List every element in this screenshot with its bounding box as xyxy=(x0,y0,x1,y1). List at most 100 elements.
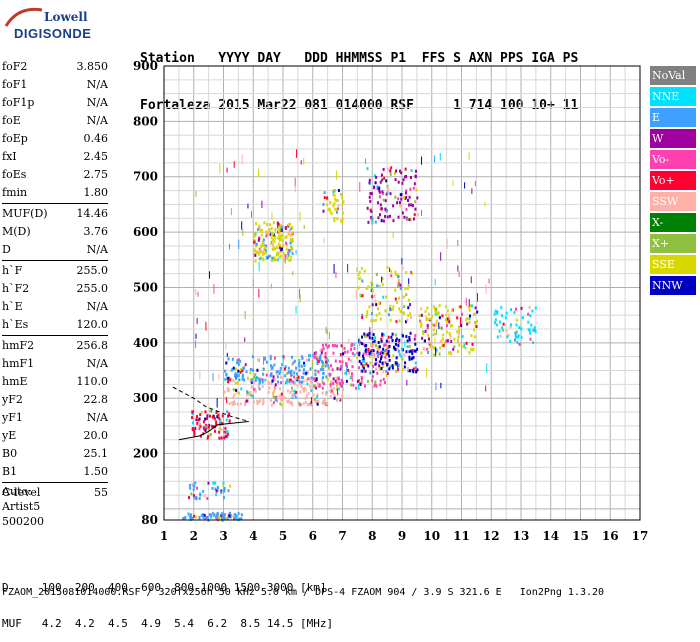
echo-point xyxy=(326,345,329,349)
echo-point xyxy=(432,328,435,332)
echo-point xyxy=(326,203,329,207)
echo-point xyxy=(363,332,366,336)
echo-point xyxy=(333,394,336,398)
echo-point xyxy=(325,375,328,379)
echo-point xyxy=(350,359,353,363)
echo-point xyxy=(407,366,410,370)
echo-point xyxy=(233,402,236,406)
echo-point xyxy=(202,489,205,493)
echo-point xyxy=(395,356,398,360)
echo-point xyxy=(341,203,344,207)
echo-point xyxy=(406,318,409,322)
echo-point xyxy=(279,228,282,232)
echo-point xyxy=(361,316,364,320)
echo-point xyxy=(182,517,185,521)
echo-point xyxy=(389,365,392,369)
echo-point xyxy=(217,485,220,489)
echo-point xyxy=(359,383,362,387)
param-value: 255.0 xyxy=(76,264,109,277)
echo-point xyxy=(307,377,310,381)
echo-point xyxy=(378,285,381,289)
y-tick-label: 400 xyxy=(133,336,158,350)
echo-point xyxy=(208,513,211,517)
echo-point xyxy=(516,335,519,339)
echo-point xyxy=(232,379,235,383)
echo-point xyxy=(291,225,294,229)
echo-point xyxy=(371,217,373,225)
echo-point xyxy=(367,364,370,368)
echo-point xyxy=(207,428,210,432)
echo-point xyxy=(407,313,410,317)
echo-point xyxy=(468,314,471,318)
echo-point xyxy=(315,377,318,381)
echo-point xyxy=(403,305,406,309)
echo-point xyxy=(204,425,207,429)
echo-point xyxy=(395,339,398,343)
echo-point xyxy=(278,255,281,259)
echo-point xyxy=(225,373,228,377)
echo-point xyxy=(342,200,345,204)
echo-point xyxy=(296,378,299,382)
echo-point xyxy=(226,387,229,391)
echo-point xyxy=(368,195,371,199)
echo-point xyxy=(275,395,278,399)
echo-point xyxy=(261,380,264,384)
echo-point xyxy=(358,353,361,357)
echo-point xyxy=(333,396,336,400)
echo-point xyxy=(238,373,241,377)
echo-point xyxy=(397,180,400,184)
echo-point xyxy=(189,486,192,490)
echo-point xyxy=(204,428,207,432)
echo-point xyxy=(429,345,432,349)
echo-point xyxy=(533,326,536,330)
echo-point xyxy=(439,346,442,350)
echo-point xyxy=(397,344,400,348)
echo-point xyxy=(416,347,419,351)
echo-point xyxy=(383,381,386,385)
echo-point xyxy=(227,489,230,493)
echo-point xyxy=(254,259,257,263)
echo-point xyxy=(382,365,385,369)
echo-point xyxy=(333,193,336,197)
echo-point xyxy=(233,512,236,516)
echo-point xyxy=(382,333,385,337)
echo-point xyxy=(228,412,231,416)
echo-point xyxy=(385,374,388,378)
param-value: 55 xyxy=(94,486,108,499)
x-tick-label: 13 xyxy=(513,529,530,543)
param-row: h`F2 255.0 xyxy=(2,280,108,298)
echo-point xyxy=(215,517,218,521)
echo-point xyxy=(258,387,261,391)
echo-point xyxy=(506,335,509,339)
echo-point xyxy=(317,399,320,403)
echo-point xyxy=(260,250,263,254)
echo-point xyxy=(378,367,381,371)
echo-point xyxy=(194,481,197,485)
echo-point xyxy=(397,215,400,219)
echo-point xyxy=(183,517,186,521)
echo-point xyxy=(361,335,364,339)
echo-point xyxy=(262,398,265,402)
echo-point xyxy=(320,351,323,355)
echo-point xyxy=(354,386,357,390)
echo-point xyxy=(324,402,327,406)
echo-point xyxy=(391,364,394,368)
echo-point xyxy=(422,330,425,334)
echo-point xyxy=(378,364,381,368)
param-value: N/A xyxy=(86,357,108,370)
echo-point xyxy=(397,197,400,201)
param-name: D xyxy=(2,243,11,256)
echo-point xyxy=(382,369,385,373)
echo-point xyxy=(380,355,383,359)
echo-point xyxy=(322,368,325,372)
echo-point xyxy=(385,369,388,373)
echo-point xyxy=(459,305,462,309)
echo-point xyxy=(368,305,371,309)
echo-point xyxy=(394,178,397,182)
echo-point xyxy=(353,343,356,347)
echo-point xyxy=(201,513,204,517)
echo-point xyxy=(374,362,377,366)
x-tick-label: 6 xyxy=(309,529,317,543)
echo-point xyxy=(369,192,372,196)
echo-point xyxy=(465,341,468,345)
